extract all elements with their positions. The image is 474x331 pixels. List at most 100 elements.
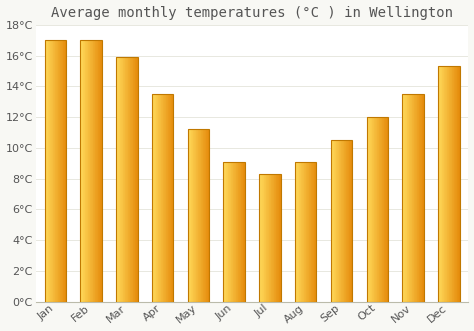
Bar [204, 129, 205, 302]
Bar [122, 57, 123, 302]
Bar [167, 94, 168, 302]
Bar [439, 67, 440, 302]
Bar [165, 94, 166, 302]
Bar [441, 67, 442, 302]
Bar [126, 57, 127, 302]
Bar [238, 162, 239, 302]
Bar [56, 40, 57, 302]
Bar [333, 140, 334, 302]
Bar [159, 94, 160, 302]
Bar [81, 40, 102, 302]
Bar [338, 140, 339, 302]
Bar [413, 94, 414, 302]
Bar [451, 67, 452, 302]
Bar [305, 162, 306, 302]
Bar [53, 40, 54, 302]
Bar [223, 162, 224, 302]
Bar [382, 117, 383, 302]
Bar [297, 162, 298, 302]
Bar [267, 174, 268, 302]
Bar [224, 162, 225, 302]
Bar [299, 162, 300, 302]
Bar [233, 162, 234, 302]
Bar [125, 57, 126, 302]
Bar [456, 67, 457, 302]
Bar [117, 57, 118, 302]
Bar [264, 174, 265, 302]
Bar [54, 40, 55, 302]
Bar [306, 162, 307, 302]
Bar [266, 174, 267, 302]
Bar [133, 57, 134, 302]
Bar [48, 40, 49, 302]
Bar [47, 40, 48, 302]
Bar [240, 162, 241, 302]
Bar [341, 140, 342, 302]
Bar [385, 117, 386, 302]
Bar [118, 57, 119, 302]
Bar [300, 162, 301, 302]
Bar [316, 162, 317, 302]
Bar [259, 174, 260, 302]
Bar [116, 57, 137, 302]
Bar [366, 117, 367, 302]
Bar [351, 140, 352, 302]
Bar [342, 140, 343, 302]
Bar [332, 140, 333, 302]
Bar [259, 174, 281, 302]
Bar [157, 94, 158, 302]
Bar [307, 162, 308, 302]
Bar [298, 162, 299, 302]
Bar [445, 67, 446, 302]
Bar [239, 162, 240, 302]
Bar [59, 40, 60, 302]
Bar [188, 129, 189, 302]
Bar [312, 162, 313, 302]
Bar [272, 174, 273, 302]
Bar [295, 162, 317, 302]
Bar [383, 117, 384, 302]
Bar [366, 117, 388, 302]
Bar [100, 40, 101, 302]
Bar [231, 162, 232, 302]
Bar [62, 40, 63, 302]
Bar [350, 140, 351, 302]
Bar [452, 67, 453, 302]
Bar [95, 40, 96, 302]
Bar [273, 174, 274, 302]
Bar [422, 94, 423, 302]
Bar [206, 129, 207, 302]
Bar [295, 162, 296, 302]
Bar [128, 57, 129, 302]
Bar [371, 117, 372, 302]
Bar [344, 140, 345, 302]
Bar [190, 129, 191, 302]
Bar [269, 174, 270, 302]
Bar [191, 129, 192, 302]
Bar [411, 94, 412, 302]
Bar [119, 57, 120, 302]
Bar [226, 162, 227, 302]
Bar [121, 57, 122, 302]
Bar [423, 94, 424, 302]
Bar [242, 162, 243, 302]
Bar [454, 67, 455, 302]
Bar [120, 57, 121, 302]
Bar [348, 140, 349, 302]
Bar [408, 94, 409, 302]
Bar [406, 94, 407, 302]
Bar [384, 117, 385, 302]
Bar [50, 40, 51, 302]
Bar [192, 129, 193, 302]
Bar [229, 162, 230, 302]
Bar [315, 162, 316, 302]
Bar [84, 40, 85, 302]
Bar [201, 129, 202, 302]
Bar [132, 57, 133, 302]
Bar [197, 129, 198, 302]
Bar [82, 40, 83, 302]
Bar [93, 40, 94, 302]
Bar [57, 40, 58, 302]
Bar [193, 129, 194, 302]
Bar [275, 174, 276, 302]
